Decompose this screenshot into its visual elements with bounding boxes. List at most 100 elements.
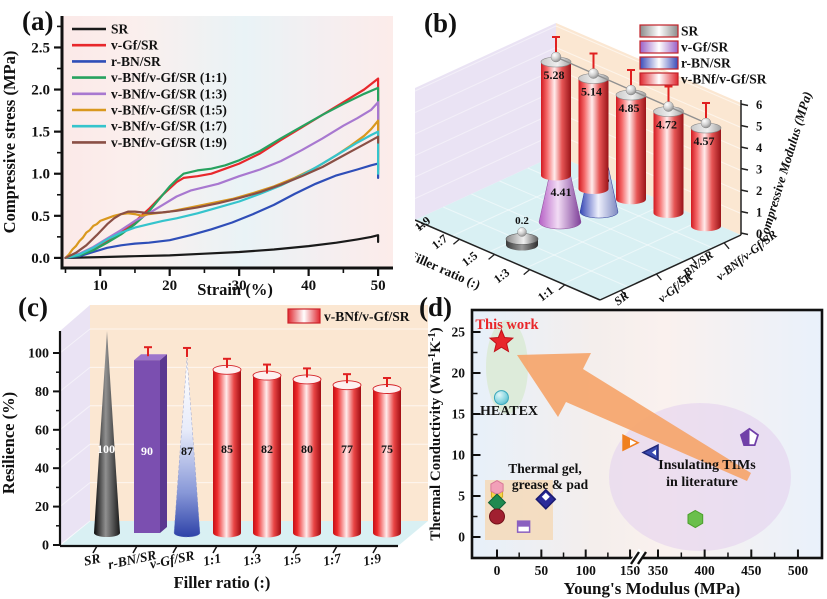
z-tick-label-b: 1 [756, 206, 762, 220]
bar-value-c: 85 [221, 442, 233, 456]
x-tick-label-d: 150 [620, 563, 641, 578]
this-work-label: This work [475, 317, 539, 333]
tick-or-grid-line [599, 234, 742, 301]
polygon-shape [652, 449, 656, 456]
x-tick-label-d: 450 [741, 563, 762, 578]
x-tick-label-a: 20 [162, 278, 177, 294]
y-tick-label-d: 10 [452, 448, 466, 463]
legend-label-b: v-Gf/SR [681, 40, 729, 55]
legend-label-a: v-BNf/v-Gf/SR (1:7) [111, 119, 227, 134]
tick-or-grid-line [740, 167, 749, 171]
panel-a-tag: (a) [22, 6, 54, 36]
legend-label-b: r-BN/SR [681, 56, 731, 71]
bar-value-b: 4.85 [619, 101, 640, 115]
heatex-label: HEATEX [480, 404, 538, 419]
tspan-shape: Thermal Conductivity (Wm [428, 361, 444, 541]
series-line-v-BNf/v-Gf/SR (1:1) [64, 86, 380, 259]
legend-label-a: v-BNf/v-Gf/SR (1:9) [111, 135, 227, 150]
panel-c-resilience-3d-chart: 020406080100100SR90r-BN/SR87v-Gf/SR851:1… [0, 305, 428, 592]
tick-or-grid-line [292, 545, 298, 554]
bar-value-b: 4.72 [656, 118, 677, 132]
x-tick-label-d: 0 [494, 563, 501, 578]
y-tick-label-c: 60 [35, 423, 49, 438]
marker-this-work [488, 328, 515, 353]
bar-c-1:3 [253, 375, 281, 538]
category-label-c: SR [82, 551, 101, 569]
bar-value-b: 5.14 [581, 85, 602, 99]
tick-or-grid-line [723, 242, 730, 250]
category-label-c: 1:1 [202, 550, 223, 568]
zlabel-b: Compressive Modulus (MPa) [755, 90, 815, 244]
tick-or-grid-line [59, 405, 91, 431]
series-line-v-BNf/v-Gf/SR (1:3) [64, 101, 380, 259]
gel-label-line1: Thermal gel, [508, 461, 582, 476]
tick-or-grid-line [740, 124, 749, 128]
floor-b [415, 155, 741, 300]
legend-swatch-b [639, 40, 679, 54]
y-tick-label-a: 2.5 [31, 40, 50, 56]
y-tick-label-d: 25 [452, 325, 466, 340]
bar-b-1:7 [653, 111, 684, 218]
xlabel-d: Young's Modulus (MPa) [564, 579, 741, 598]
improvement-arrow [517, 353, 751, 481]
tick-or-grid-line [172, 545, 178, 554]
legend-label-b: SR [681, 24, 699, 39]
tick-or-grid-line [372, 545, 378, 554]
tspan-shape: ) [428, 327, 444, 332]
x-tick-label-a: 40 [301, 278, 316, 294]
legend-swatch-b [639, 56, 679, 70]
tick-or-grid-line [59, 520, 91, 546]
z-tick-label-b: 3 [756, 163, 762, 177]
tick-or-grid-line [415, 47, 557, 113]
legend-label-a: v-BNf/v-Gf/SR (1:5) [111, 103, 227, 118]
tick-or-grid-line [471, 193, 657, 275]
tick-or-grid-line [740, 146, 749, 150]
circle-shape [517, 227, 527, 237]
tims-label-line1: Insulating TIMs [658, 458, 756, 473]
legend-swatch-c [287, 308, 321, 324]
circle-shape [700, 117, 712, 129]
tick-or-grid-line [132, 545, 138, 554]
x-tick-label-d: 350 [648, 563, 669, 578]
bar-b-1:5 [616, 95, 646, 205]
tick-or-grid-line [655, 273, 662, 281]
panel-a-stress-strain-chart: 10 20 30 40 50 0.0 0.5 1.0 1.5 2.0 2.5 Strain (%) Co… [0, 16, 393, 298]
legend-label-a: r-BN/SR [111, 54, 161, 69]
tick-or-grid-line [740, 103, 749, 107]
marker-tim-pentagon-purple [739, 427, 760, 447]
plot-background-a [63, 16, 393, 268]
tick-or-grid-line [59, 443, 91, 469]
bar-c-1:1 [213, 369, 241, 538]
tims-label-line2: in literature [666, 475, 738, 490]
tick-or-grid-line [415, 68, 557, 135]
bar-c-r-BN/SR [134, 354, 167, 361]
category-label-c: 1:3 [242, 550, 263, 568]
y-tick-label-a: 0.0 [31, 251, 50, 267]
tick-or-grid-line [691, 257, 698, 265]
tick-or-grid-line [488, 253, 495, 260]
tspan-shape: -1 [427, 353, 438, 362]
tick-or-grid-line [415, 133, 557, 199]
bar-c-1:5 [293, 379, 321, 538]
bar-value-b: 0.2 [515, 215, 529, 227]
marker-tim-triangle-blue [641, 443, 659, 462]
ratio-tick-label-b: 1:5 [459, 248, 480, 269]
bar-value-c: 87 [181, 444, 193, 458]
tick-or-grid-line [332, 545, 338, 554]
rect-shape [517, 521, 530, 527]
bar-value-c: 82 [261, 442, 273, 456]
tick-or-grid-line [252, 545, 258, 554]
tick-or-grid-line [415, 111, 557, 178]
tick-or-grid-line [59, 367, 91, 392]
tick-or-grid-line [499, 180, 685, 262]
y-tick-label-c: 40 [35, 462, 49, 477]
bar-b-1:9 [691, 128, 721, 232]
tick-or-grid-line [59, 328, 91, 354]
marker-gel-circle-darkred [489, 508, 505, 525]
bar-value-c: 77 [341, 442, 353, 456]
tick-or-grid-line [212, 545, 218, 554]
x-tick-label-d: 50 [535, 563, 549, 578]
y-tick-label-d: 15 [452, 407, 466, 422]
tick-or-grid-line [415, 25, 557, 92]
